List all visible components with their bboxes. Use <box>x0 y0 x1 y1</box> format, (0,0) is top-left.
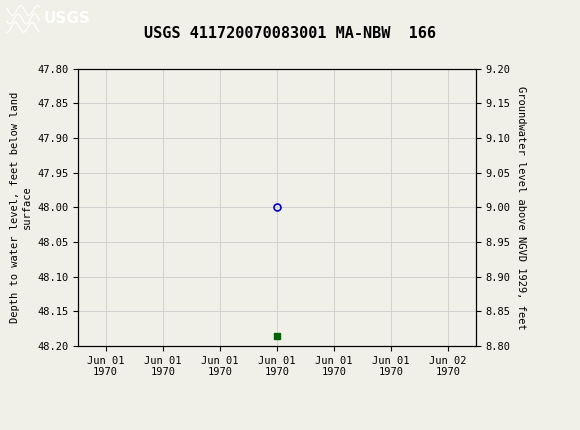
Text: USGS 411720070083001 MA-NBW  166: USGS 411720070083001 MA-NBW 166 <box>144 26 436 41</box>
Y-axis label: Groundwater level above NGVD 1929, feet: Groundwater level above NGVD 1929, feet <box>516 86 526 329</box>
Y-axis label: Depth to water level, feet below land
surface: Depth to water level, feet below land su… <box>10 92 32 323</box>
Text: USGS: USGS <box>44 12 90 26</box>
